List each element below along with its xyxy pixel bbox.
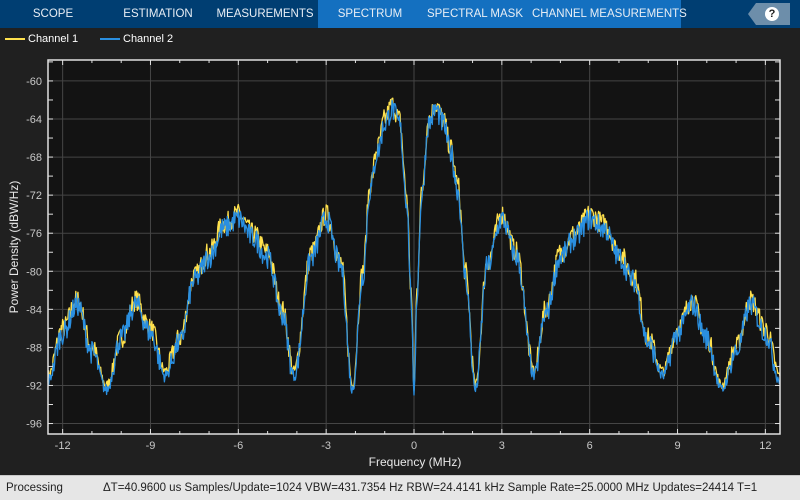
tab-estimation[interactable]: ESTIMATION bbox=[123, 8, 193, 20]
y-tick-label: -76 bbox=[26, 228, 42, 240]
y-tick-label: -84 bbox=[26, 304, 42, 316]
x-tick-label: 12 bbox=[759, 440, 771, 452]
legend: Channel 1 Channel 2 bbox=[0, 28, 800, 50]
x-tick-label: 6 bbox=[587, 440, 593, 452]
y-tick-label: -96 bbox=[26, 419, 42, 431]
legend-label: Channel 2 bbox=[123, 33, 174, 45]
x-axis-label: Frequency (MHz) bbox=[369, 455, 462, 469]
y-tick-label: -72 bbox=[26, 190, 42, 202]
tab-spectral-mask[interactable]: SPECTRAL MASK bbox=[426, 8, 524, 20]
legend-swatch bbox=[100, 38, 120, 41]
x-tick-label: 9 bbox=[674, 440, 680, 452]
legend-item-channel-1[interactable]: Channel 1 bbox=[5, 28, 78, 50]
y-axis-label: Power Density (dBW/Hz) bbox=[7, 181, 21, 314]
x-tick-label: -9 bbox=[146, 440, 156, 452]
tab-measurements[interactable]: MEASUREMENTS bbox=[216, 8, 314, 20]
status-info: ΔT=40.9600 us Samples/Update=1024 VBW=43… bbox=[103, 482, 758, 494]
series-lines bbox=[47, 97, 781, 396]
spectrum-plot[interactable]: -12 -9 -6 -3 0 3 6 9 12 -60 -64 -68 -72 -76 -80 -84 -88 -… bbox=[0, 50, 800, 475]
x-tick-label: 0 bbox=[411, 440, 417, 452]
series-line-channel-2 bbox=[47, 99, 781, 396]
tab-channel-measurements[interactable]: CHANNEL MEASUREMENTS bbox=[532, 8, 687, 20]
y-tick-label: -64 bbox=[26, 114, 42, 126]
active-tab-group bbox=[318, 0, 681, 28]
status-bar: Processing ΔT=40.9600 us Samples/Update=… bbox=[0, 475, 800, 500]
legend-swatch bbox=[5, 38, 25, 41]
y-tick-label: -68 bbox=[26, 152, 42, 164]
y-tick-label: -80 bbox=[26, 266, 42, 278]
x-tick-label: -12 bbox=[55, 440, 71, 452]
legend-item-channel-2[interactable]: Channel 2 bbox=[100, 28, 173, 50]
x-tick-label: 3 bbox=[499, 440, 505, 452]
x-tick-label: -6 bbox=[233, 440, 243, 452]
y-tick-label: -88 bbox=[26, 342, 42, 354]
y-tick-label: -60 bbox=[26, 76, 42, 88]
ticks: -12 -9 -6 -3 0 3 6 9 12 -60 -64 -68 -72 -76 -80 -84 -88 -… bbox=[26, 60, 780, 452]
grid bbox=[48, 60, 780, 434]
help-button[interactable]: ? bbox=[748, 3, 790, 25]
tab-scope[interactable]: SCOPE bbox=[32, 8, 74, 20]
y-tick-label: -92 bbox=[26, 380, 42, 392]
status-state: Processing bbox=[6, 482, 63, 494]
tab-spectrum[interactable]: SPECTRUM bbox=[337, 8, 403, 20]
help-icon: ? bbox=[765, 7, 779, 21]
legend-label: Channel 1 bbox=[28, 33, 79, 45]
toolstrip: SCOPE ESTIMATION MEASUREMENTS SPECTRUM S… bbox=[0, 0, 800, 28]
x-tick-label: -3 bbox=[321, 440, 331, 452]
